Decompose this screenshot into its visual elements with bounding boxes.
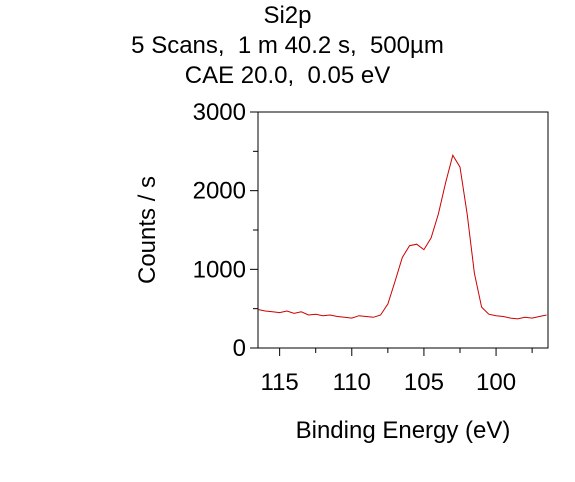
y-tick-label: 0 [233, 335, 246, 362]
x-tick-label: 115 [261, 369, 299, 396]
chart-subtitle-2: CAE 20.0, 0.05 eV [184, 62, 391, 89]
y-tick-label: 2000 [193, 178, 246, 205]
x-tick-label: 100 [476, 369, 516, 396]
y-tick-label: 1000 [193, 256, 246, 283]
tick-labels: 0 1000 2000 3000 115 110 105 100 [193, 99, 516, 396]
chart-subtitle-1: 5 Scans, 1 m 40.2 s, 500µm [131, 32, 444, 59]
y-tick-label: 3000 [193, 99, 246, 126]
series-group [258, 154, 547, 320]
chart-title: Si2p [263, 2, 312, 29]
series-line-0 [258, 154, 547, 320]
x-tick-label: 110 [333, 369, 371, 396]
axis-ticks [250, 111, 533, 356]
y-axis-label: Counts / s [134, 176, 161, 284]
plot-frame [257, 111, 549, 349]
x-tick-label: 105 [404, 369, 444, 396]
x-axis-label: Binding Energy (eV) [296, 417, 511, 444]
